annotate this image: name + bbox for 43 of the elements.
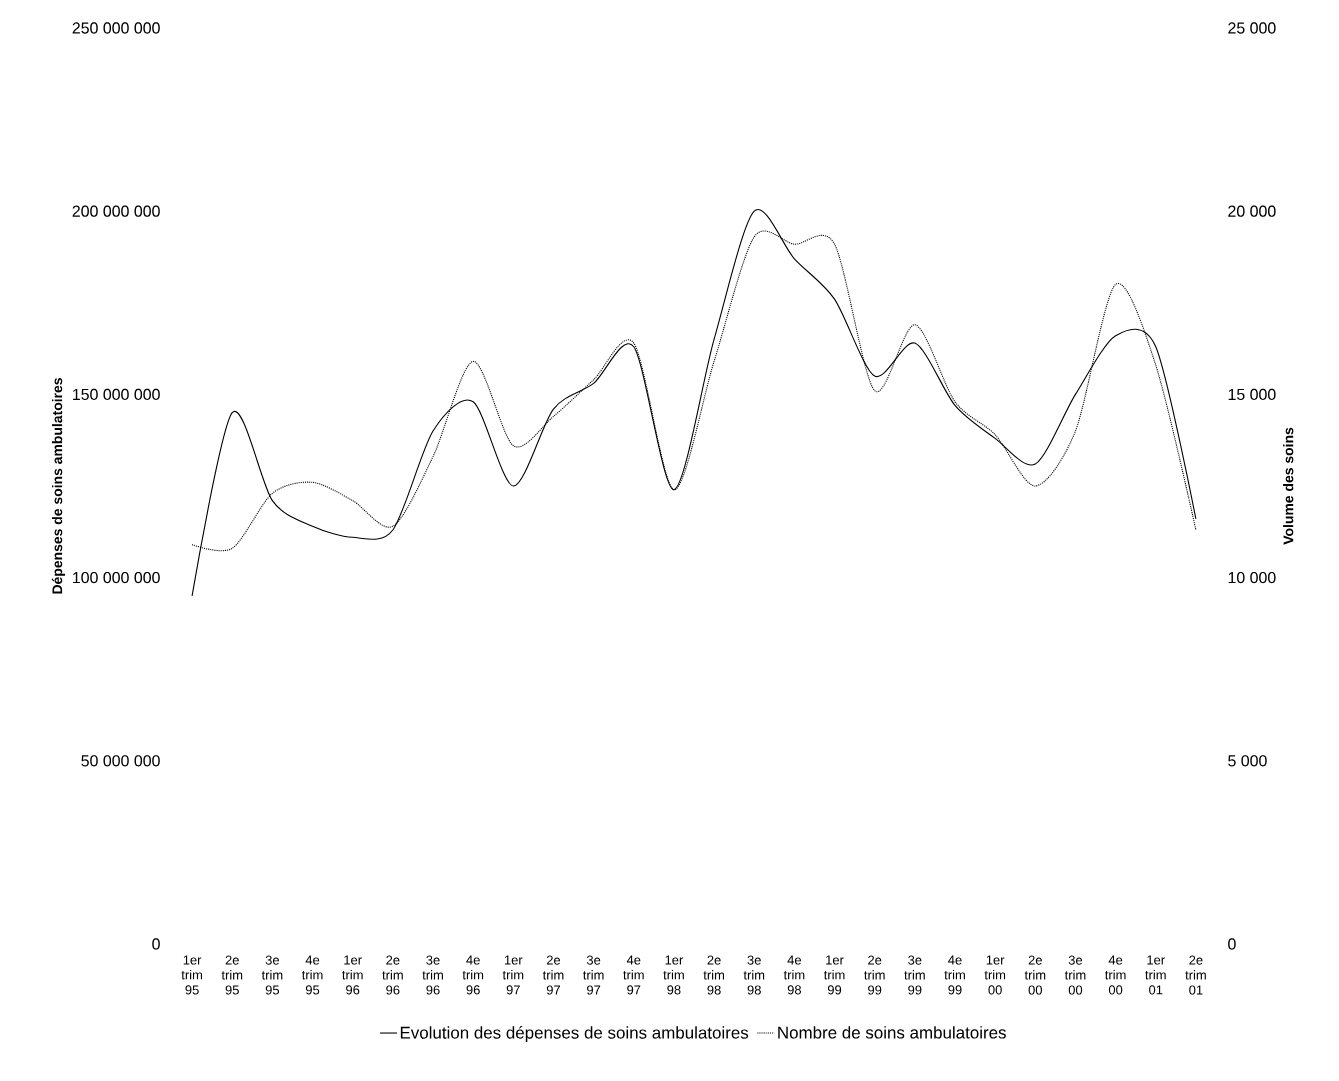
y-tick-label: 100 000 000 bbox=[73, 571, 160, 584]
y2-tick-label: 20 000 bbox=[1228, 205, 1276, 217]
x-tick-label: 4e trim 95 bbox=[301, 955, 323, 995]
x-tick-label: 1er trim 96 bbox=[342, 955, 363, 995]
y-tick-label: 50 000 000 bbox=[81, 755, 160, 767]
y2-tick-label: 25 000 bbox=[1228, 22, 1276, 34]
x-tick-label: 3e trim 00 bbox=[1064, 955, 1086, 995]
x-tick-label: 4e trim 00 bbox=[1105, 955, 1126, 995]
x-tick-label: 2e trim 99 bbox=[864, 955, 885, 995]
x-tick-label: 1er trim 00 bbox=[984, 955, 1006, 995]
y-axis-title: Dépenses de soins ambulatoires bbox=[51, 378, 65, 594]
y2-axis-title: Volume des soins bbox=[1283, 427, 1294, 545]
y2-tick-label: 15 000 bbox=[1228, 388, 1276, 401]
x-tick-label: 1er trim 01 bbox=[1145, 955, 1166, 995]
y-tick-label: 200 000 000 bbox=[72, 205, 160, 217]
x-tick-label: 2e trim 96 bbox=[382, 955, 403, 995]
x-tick-label: 3e trim 95 bbox=[261, 955, 283, 995]
y-tick-label: 0 bbox=[152, 938, 160, 950]
line-series bbox=[191, 210, 1197, 597]
x-tick-label: 1er trim 99 bbox=[823, 955, 845, 995]
x-tick-label: 2e trim 97 bbox=[542, 955, 564, 995]
x-tick-label: 2e trim 95 bbox=[221, 955, 243, 995]
x-tick-label: 3e trim 99 bbox=[904, 955, 925, 995]
x-tick-label: 4e trim 97 bbox=[623, 955, 644, 995]
legend-label: Evolution des dépenses de soins ambulatoires bbox=[400, 1026, 749, 1043]
x-tick-label: 3e trim 98 bbox=[743, 955, 765, 995]
x-tick-label: 2e trim 00 bbox=[1024, 955, 1046, 995]
x-tick-label: 4e trim 96 bbox=[462, 955, 484, 995]
x-tick-label: 1er trim 95 bbox=[181, 955, 203, 995]
x-tick-label: 2e trim 98 bbox=[703, 955, 724, 995]
x-tick-label: 1er trim 97 bbox=[502, 955, 524, 995]
x-tick-label: 4e trim 98 bbox=[783, 955, 805, 995]
x-tick-label: 4e trim 99 bbox=[944, 955, 965, 995]
y-tick-label: 250 000 000 bbox=[72, 22, 160, 34]
legend-label: Nombre de soins ambulatoires bbox=[778, 1026, 1006, 1039]
y2-tick-label: 10 000 bbox=[1228, 571, 1276, 584]
x-tick-label: 3e trim 97 bbox=[583, 955, 604, 995]
x-tick-label: 2e trim 01 bbox=[1185, 955, 1206, 995]
x-tick-label: 3e trim 96 bbox=[422, 955, 443, 995]
y-tick-label: 150 000 000 bbox=[73, 388, 160, 401]
x-tick-label: 1er trim 98 bbox=[663, 955, 684, 995]
y2-tick-label: 5 000 bbox=[1228, 755, 1267, 767]
y2-tick-label: 0 bbox=[1228, 938, 1236, 950]
